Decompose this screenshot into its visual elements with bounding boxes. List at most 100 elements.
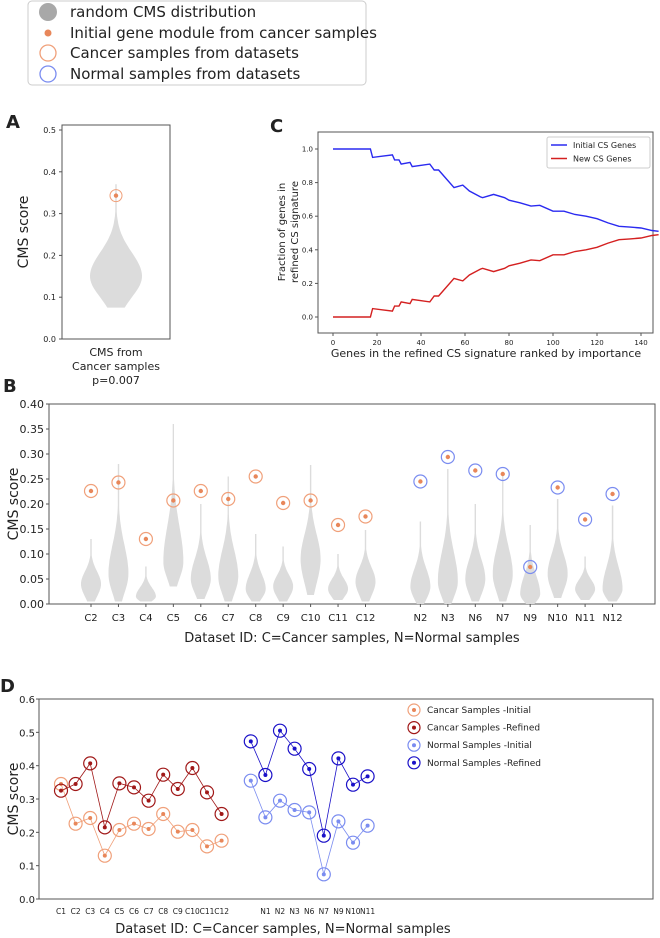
panel-a-axes [61,124,171,340]
legend-item-label: Cancer samples from datasets [70,44,299,62]
cancer-ring [303,493,318,508]
cancer-ring [138,531,153,547]
y-tick-label: 0.05 [20,573,45,586]
random-cms-violin [328,554,348,600]
legend-ring-icon [407,756,421,770]
series-dot [146,798,151,803]
series-dot [88,761,93,766]
series-ring [302,761,317,777]
series-dot [365,823,370,828]
series-dot [321,833,326,838]
random-cms-violin [163,424,184,587]
x-tick-label: C3 [85,907,95,916]
series-line [250,729,368,836]
normal-ring [577,512,593,527]
random-cms-violin [300,465,321,595]
series-dot [263,815,268,820]
panel-d-legend: Cancar Samples -Initial Cancar Samples -R… [407,703,541,770]
series-ring [345,777,361,792]
initial-dot [582,517,588,522]
series-ring [83,756,98,771]
series-ring [112,776,127,791]
legend-dot-icon [412,708,416,712]
series-line [60,783,222,857]
series-ring [316,867,331,882]
y-tick-label: 1.0 [302,146,313,154]
legend-dot-icon [412,760,416,765]
series-dot [117,828,122,833]
x-tick-label: C1 [56,907,66,916]
y-tick-label: 0.25 [20,473,45,486]
legend-item-label: Initial CS Genes [573,141,636,150]
series-ring [272,723,288,738]
legend-item-label: Initial gene module from cancer samples [70,24,377,42]
series-dot [132,785,136,790]
panel-label: C [270,116,283,137]
series-dot [73,782,78,787]
x-tick-label: N12 [602,613,622,624]
series-ring [199,839,215,854]
series-ring [97,820,112,835]
series-ring [272,793,288,808]
x-tick-label: C11 [200,907,215,916]
series-ring [302,805,317,820]
x-tick-label: C4 [100,907,110,916]
x-tick-label: C5 [114,907,124,916]
series-ring [214,833,229,848]
random-cms-violin [81,539,101,602]
gray-circle-icon [39,3,57,21]
cancer-ring [109,189,123,203]
x-tick-label: 120 [590,339,603,347]
random-cms-violin [273,546,294,602]
normal-ring [523,559,538,575]
series-dot [73,821,78,826]
series-ring [199,785,215,800]
series-dot [292,808,297,813]
initial-dot [171,498,176,503]
y-tick-label: 0.5 [19,728,35,739]
x-axis-label: Cancer samples [72,360,160,373]
random-cms-violin [218,476,239,602]
y-tick-label: 0.40 [20,398,45,411]
x-tick-label: C5 [167,613,180,624]
initial-dot [335,522,341,528]
x-tick-label: 140 [634,339,647,347]
y-tick-label: 0.8 [302,179,313,187]
y-tick-label: 0.1 [19,862,35,873]
x-tick-label: N1 [260,907,271,916]
y-tick-label: 0.0 [43,335,56,344]
series-ring [243,773,258,788]
legend-item-label: New CS Genes [573,155,631,164]
random-cms-violin [437,469,458,604]
panel-label: A [6,112,20,133]
initial-cs-genes-line [333,148,659,232]
series-dot [321,872,326,877]
legend-item-label: Normal Samples -Initial [427,741,532,751]
x-tick-label: N10 [345,907,360,916]
legend-ring-icon [407,703,421,717]
series-dot [307,810,312,815]
x-tick-label: N9 [333,907,344,916]
cancer-ring [248,469,263,484]
y-tick-label: 0.0 [19,895,35,906]
series-ring [258,810,273,825]
x-tick-label: 100 [546,339,559,347]
initial-dot [610,491,615,497]
series-dot [132,821,136,826]
initial-dot [528,564,533,570]
series-ring [360,818,375,833]
x-tick-label: N6 [468,613,482,624]
y-tick-label: 0.30 [20,448,45,461]
cancer-ring [330,517,346,533]
random-cms-violin [355,530,376,602]
panel-c-legend: Initial CS Genes New CS Genes [546,136,651,169]
cancer-ring [358,509,373,524]
series-ring [112,822,127,838]
initial-dot [226,496,231,502]
y-tick-label: 0.2 [19,828,35,839]
new-cs-genes-line [333,234,659,318]
series-dot [190,828,195,833]
y-tick-label: 0.4 [43,168,56,177]
initial-dot [500,471,505,477]
random-cms-violin [547,499,568,598]
